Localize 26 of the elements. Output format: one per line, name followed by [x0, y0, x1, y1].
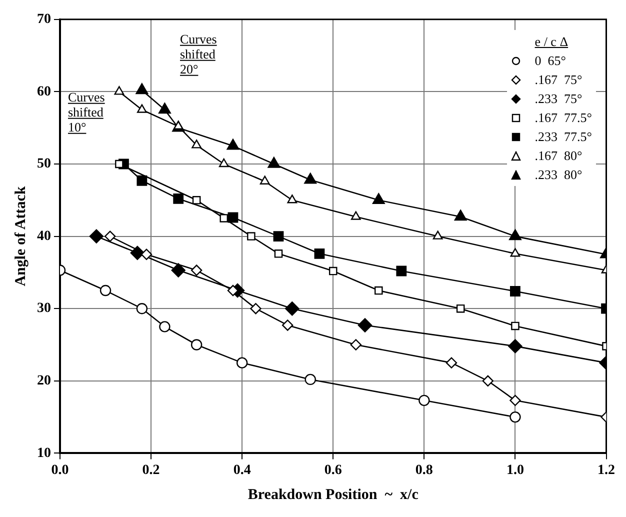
x-tick-label: 0.0: [51, 463, 69, 478]
x-tick-label: 0.4: [233, 463, 251, 478]
y-tick-label: 20: [37, 374, 51, 389]
legend-label: .233 77.5°: [534, 128, 592, 146]
x-tick-label: 1.0: [506, 463, 524, 478]
legend-label: 0 65°: [534, 52, 566, 70]
y-tick-label: 10: [37, 446, 51, 461]
annotation: Curves shifted 20°: [180, 31, 217, 76]
y-tick-label: 70: [37, 12, 51, 28]
y-tick-label: 30: [37, 301, 51, 316]
x-tick-label: 0.2: [142, 463, 160, 478]
x-tick-label: 0.8: [415, 463, 433, 478]
legend-title: e / c Δ: [534, 33, 570, 51]
legend-label: .167 75°: [534, 71, 582, 89]
y-tick-label: 60: [37, 84, 51, 100]
y-axis-title: Angle of Attack: [12, 186, 29, 286]
legend-label: .167 77.5°: [534, 109, 592, 127]
legend-label: .167 80°: [534, 147, 582, 165]
legend-label: .233 75°: [534, 90, 582, 108]
y-tick-label: 50: [37, 156, 51, 172]
annotation: Curves shifted 10°: [68, 89, 105, 134]
x-tick-label: 1.2: [598, 463, 615, 478]
x-tick-label: 0.6: [324, 463, 342, 478]
x-axis-title: Breakdown Position ~ x/c: [248, 486, 419, 503]
y-tick-label: 40: [37, 228, 51, 244]
legend-label: .233 80°: [534, 166, 582, 184]
